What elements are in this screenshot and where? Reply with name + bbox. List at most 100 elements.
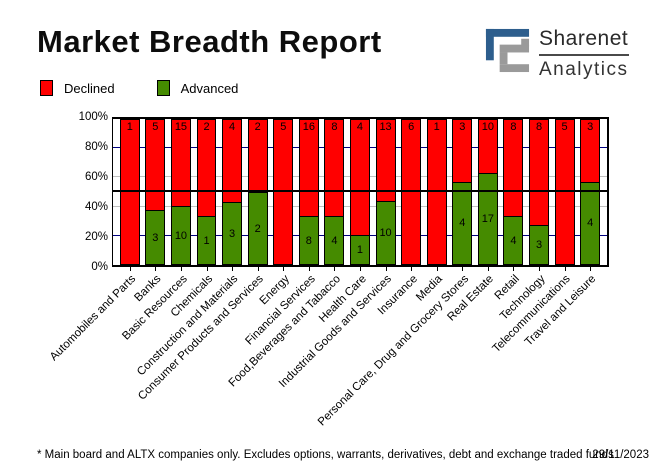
x-axis-tick [129, 267, 131, 271]
x-axis-tick [308, 267, 310, 271]
advanced-swatch-icon [156, 80, 170, 96]
advanced-count: 4 [587, 217, 594, 230]
x-axis-tick [539, 267, 541, 271]
x-axis-tick [487, 267, 489, 271]
declined-count: 5 [561, 121, 568, 133]
advanced-count: 4 [510, 234, 517, 247]
declined-count: 2 [203, 121, 210, 133]
x-axis-tick [360, 267, 361, 271]
legend-label: Advanced [180, 80, 239, 96]
advanced-segment: 4 [504, 216, 523, 264]
plot-area: 1 5 3 15 10 2 1 4 3 2 2 5 16 8 8 4 4 1 13 10 6 1 3 4 10 17 8 4 8 3 5 3 4 [112, 117, 609, 267]
bar-0: 1 [119, 119, 140, 265]
y-axis-label: 40% [84, 200, 108, 213]
bar-14: 10 17 [477, 119, 498, 265]
x-axis-tick [206, 267, 208, 271]
y-axis-label: 0% [91, 260, 108, 273]
bar-2: 15 10 [170, 119, 191, 265]
sharenet-logo: Sharenet Analytics [484, 27, 629, 81]
advanced-count: 2 [254, 222, 261, 235]
sharenet-logo-icon [485, 28, 530, 73]
logo-subtitle: Analytics [539, 59, 629, 80]
declined-count: 13 [379, 121, 392, 133]
declined-count: 5 [280, 121, 287, 133]
advanced-count: 3 [535, 238, 543, 251]
x-axis-tick [513, 267, 515, 271]
advanced-count: 1 [356, 244, 364, 257]
x-axis-tick [590, 267, 592, 271]
legend-item-declined: Declined [40, 80, 115, 96]
page-title: Market Breadth Report [37, 24, 382, 59]
y-axis-label: 20% [84, 230, 108, 243]
x-axis-tick [436, 267, 438, 271]
footnote: * Main board and ALTX companies only. Ex… [37, 449, 614, 461]
bar-17: 5 [554, 119, 575, 265]
x-axis-tick [411, 267, 413, 271]
advanced-segment: 3 [223, 202, 242, 264]
declined-count: 8 [535, 121, 543, 133]
declined-count: 3 [587, 121, 594, 133]
advanced-count: 10 [174, 229, 188, 242]
x-axis-tick [462, 267, 464, 271]
advanced-count: 3 [152, 231, 159, 244]
bar-10: 13 10 [375, 119, 396, 265]
legend-label: Declined [64, 80, 115, 96]
declined-count: 2 [254, 121, 261, 133]
x-axis-tick [155, 267, 157, 271]
advanced-segment: 10 [171, 206, 190, 264]
bar-11: 6 [401, 119, 422, 265]
bar-12: 1 [426, 119, 447, 265]
advanced-segment: 3 [146, 210, 165, 264]
y-axis-label: 60% [84, 170, 108, 183]
advanced-count: 8 [305, 234, 312, 247]
declined-count: 15 [174, 121, 188, 133]
x-axis-label-text: Automobiles and Parts [47, 273, 139, 364]
advanced-segment: 4 [581, 181, 600, 264]
x-axis-tick [564, 267, 566, 271]
x-axis-tick [385, 267, 387, 271]
advanced-count: 1 [203, 234, 210, 247]
declined-count: 10 [481, 121, 494, 133]
declined-swatch-icon [40, 80, 53, 96]
declined-count: 4 [356, 121, 364, 133]
logo-text: Sharenet Analytics [539, 27, 629, 81]
y-axis-label: 80% [84, 140, 108, 153]
report-date: 29/11/2023 [592, 449, 649, 461]
y-axis-label: 100% [78, 110, 108, 123]
declined-count: 4 [229, 121, 236, 133]
declined-count: 5 [152, 121, 159, 133]
chart-legend: Declined Advanced [40, 80, 238, 96]
advanced-segment: 8 [299, 216, 318, 264]
declined-count: 6 [408, 121, 415, 133]
bar-6: 5 [273, 119, 294, 265]
declined-count: 1 [126, 121, 133, 133]
declined-count: 8 [510, 121, 517, 133]
advanced-count: 10 [379, 227, 392, 240]
advanced-count: 4 [331, 234, 338, 247]
advanced-segment: 1 [351, 235, 369, 264]
x-axis-tick [257, 267, 259, 271]
x-axis-tick [334, 267, 336, 271]
reference-line-50pct [113, 190, 607, 192]
advanced-segment: 1 [197, 216, 216, 264]
advanced-segment: 4 [453, 181, 472, 264]
advanced-segment: 3 [530, 224, 548, 264]
legend-item-advanced: Advanced [156, 80, 239, 96]
bar-7: 16 8 [298, 119, 319, 265]
x-axis-tick [283, 267, 285, 271]
logo-name: Sharenet [539, 27, 629, 56]
x-axis-tick [232, 267, 234, 271]
declined-count: 8 [331, 121, 338, 133]
declined-count: 1 [433, 121, 440, 133]
advanced-segment: 4 [325, 216, 344, 264]
x-axis-tick [180, 267, 182, 271]
